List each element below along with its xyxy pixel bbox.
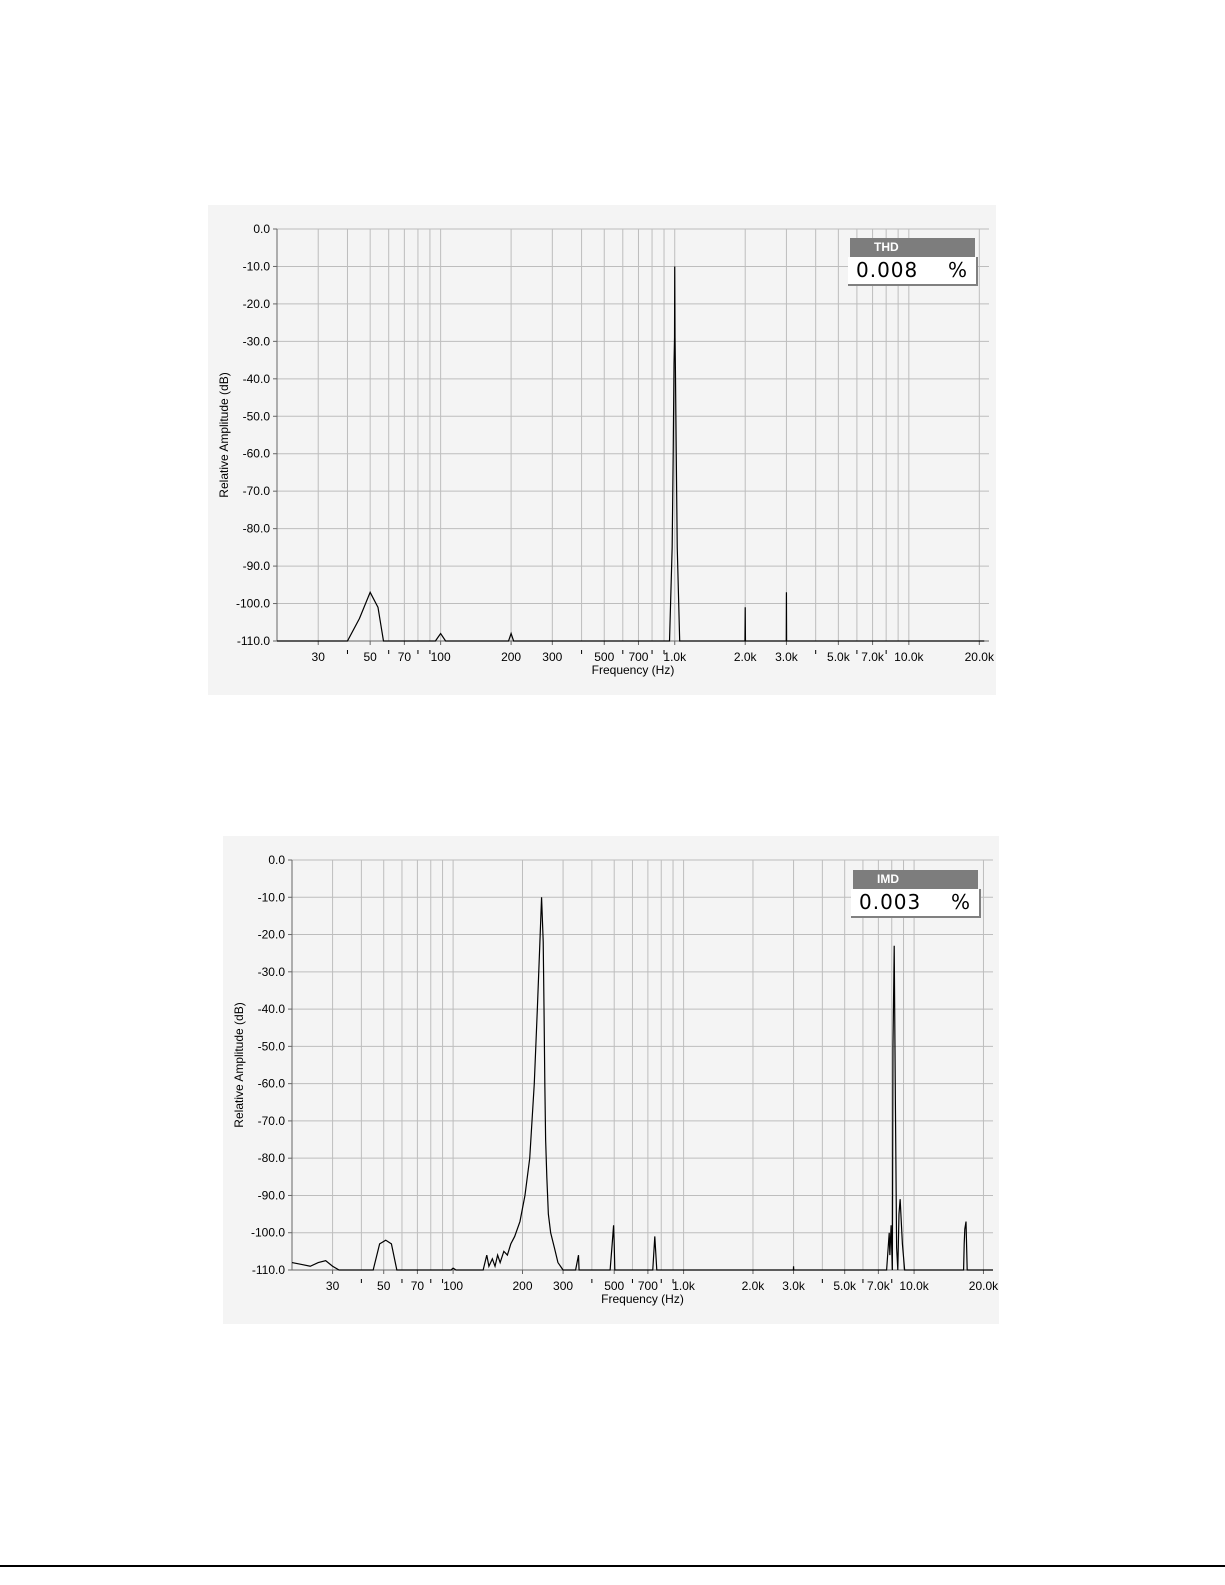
thd-x-tick-label: 20.0k bbox=[965, 650, 995, 664]
thd-x-tick-label: 700 bbox=[628, 650, 648, 664]
thd-x-tick-label: 200 bbox=[501, 650, 521, 664]
thd-x-tick-label: 10.0k bbox=[894, 650, 924, 664]
imd-readout: IMD 0.003 % bbox=[851, 868, 983, 920]
thd-x-tick-label: 30 bbox=[312, 650, 326, 664]
thd-y-tick-label: -50.0 bbox=[243, 409, 271, 423]
imd-x-tick-label: 100 bbox=[443, 1279, 463, 1293]
imd-plot-area bbox=[292, 860, 993, 1270]
imd-readout-unit: % bbox=[950, 890, 970, 914]
imd-y-tick-label: -30.0 bbox=[258, 965, 286, 979]
imd-x-tick-label: 50 bbox=[377, 1279, 391, 1293]
imd-y-tick-label: 0.0 bbox=[268, 853, 285, 867]
thd-x-tick-label: 50 bbox=[363, 650, 377, 664]
imd-x-tick-label: 20.0k bbox=[969, 1279, 999, 1293]
imd-x-tick-label: 10.0k bbox=[899, 1279, 929, 1293]
thd-y-tick-label: -80.0 bbox=[243, 522, 271, 536]
imd-grid bbox=[291, 859, 993, 1271]
thd-readout: THD 0.008 % bbox=[848, 236, 980, 288]
imd-spectrum-line bbox=[291, 897, 993, 1271]
imd-x-tick-label: 700 bbox=[638, 1279, 658, 1293]
imd-readout-value: 0.003 bbox=[859, 890, 922, 914]
imd-x-tick-label: 5.0k bbox=[833, 1279, 857, 1293]
imd-y-tick-label: -20.0 bbox=[258, 928, 286, 942]
thd-chart-panel: 0.0 -10.0 -20.0 -30.0 -40.0 -50.0 -60.0 -70.0 -8… bbox=[208, 205, 996, 695]
imd-x-tick-label: 1.0k bbox=[672, 1279, 696, 1293]
thd-y-tick-label: -40.0 bbox=[243, 372, 271, 386]
thd-y-tick-label: -20.0 bbox=[243, 297, 271, 311]
thd-x-tick-label: 500 bbox=[594, 650, 614, 664]
thd-x-tick-label: 3.0k bbox=[775, 650, 799, 664]
imd-x-tick-label: 70 bbox=[411, 1279, 425, 1293]
imd-x-tick-label: 300 bbox=[553, 1279, 573, 1293]
imd-x-tick-label: 30 bbox=[326, 1279, 340, 1293]
thd-y-tick-label: -30.0 bbox=[243, 334, 271, 348]
thd-chart: 0.0 -10.0 -20.0 -30.0 -40.0 -50.0 -60.0 -70.0 -8… bbox=[217, 222, 995, 677]
thd-y-tick-label: -70.0 bbox=[243, 484, 271, 498]
thd-x-tick-label: 5.0k bbox=[827, 650, 851, 664]
imd-chart: 0.0 -10.0 -20.0 -30.0 -40.0 -50.0 -60.0 -70.0 -8… bbox=[232, 853, 999, 1306]
imd-y-tick-label: -80.0 bbox=[258, 1151, 286, 1165]
thd-y-tick-label: -60.0 bbox=[243, 447, 271, 461]
imd-x-axis-title: Frequency (Hz) bbox=[601, 1292, 684, 1306]
page-bottom-rule bbox=[0, 1565, 1225, 1567]
thd-x-axis-title: Frequency (Hz) bbox=[592, 663, 675, 677]
thd-y-tick-label: -100.0 bbox=[236, 597, 270, 611]
imd-y-tick-label: -40.0 bbox=[258, 1002, 286, 1016]
imd-y-tick-label: -10.0 bbox=[258, 890, 286, 904]
imd-y-tick-label: -110.0 bbox=[252, 1263, 285, 1277]
imd-x-tick-label: 500 bbox=[604, 1279, 624, 1293]
thd-x-tick-label: 2.0k bbox=[734, 650, 758, 664]
imd-readout-box: 0.003 % bbox=[851, 889, 981, 918]
thd-readout-label: THD bbox=[850, 238, 975, 257]
thd-x-tick-label: 7.0k bbox=[861, 650, 885, 664]
imd-y-tick-label: -50.0 bbox=[258, 1039, 286, 1053]
thd-y-tick-label: -10.0 bbox=[243, 259, 271, 273]
imd-y-axis-title: Relative Amplitude (dB) bbox=[232, 1002, 246, 1127]
imd-y-tick-label: -60.0 bbox=[258, 1077, 286, 1091]
thd-y-tick-label: -110.0 bbox=[237, 634, 270, 648]
thd-readout-value: 0.008 bbox=[856, 258, 919, 282]
imd-x-tick-label: 7.0k bbox=[867, 1279, 891, 1293]
thd-x-tick-label: 1.0k bbox=[663, 650, 687, 664]
thd-readout-box: 0.008 % bbox=[848, 257, 978, 286]
thd-y-tick-label: 0.0 bbox=[253, 222, 270, 236]
thd-x-tick-label: 300 bbox=[542, 650, 562, 664]
thd-x-tick-label: 70 bbox=[398, 650, 412, 664]
thd-y-axis-title: Relative Amplitude (dB) bbox=[217, 372, 231, 497]
thd-x-tick-label: 100 bbox=[431, 650, 451, 664]
imd-x-tick-label: 2.0k bbox=[742, 1279, 766, 1293]
imd-x-tick-label: 3.0k bbox=[782, 1279, 806, 1293]
thd-grid bbox=[276, 228, 989, 642]
imd-y-tick-label: -100.0 bbox=[251, 1226, 285, 1240]
thd-plot-area bbox=[277, 229, 989, 641]
imd-y-tick-label: -70.0 bbox=[258, 1114, 286, 1128]
imd-y-tick-label: -90.0 bbox=[258, 1188, 286, 1202]
thd-spectrum-line bbox=[277, 266, 985, 642]
thd-y-tick-label: -90.0 bbox=[243, 559, 271, 573]
imd-x-tick-label: 200 bbox=[512, 1279, 532, 1293]
thd-readout-unit: % bbox=[947, 258, 967, 282]
imd-readout-label: IMD bbox=[853, 870, 978, 889]
imd-chart-panel: 0.0 -10.0 -20.0 -30.0 -40.0 -50.0 -60.0 -70.0 -8… bbox=[223, 836, 999, 1324]
